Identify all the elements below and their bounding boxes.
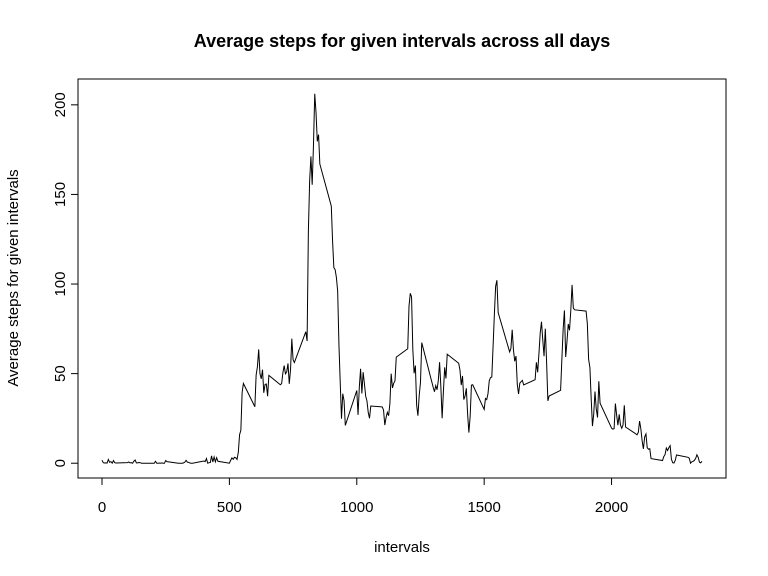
x-tick-label: 500 (217, 499, 242, 516)
x-tick-label: 1500 (467, 499, 500, 516)
y-tick-label: 100 (52, 272, 69, 297)
y-tick-label: 50 (52, 365, 69, 382)
plot-box (77, 78, 727, 479)
y-axis-label: Average steps for given intervals (5, 169, 22, 386)
line (101, 93, 703, 465)
y-tick-label: 150 (52, 182, 69, 207)
y-tick-label: 0 (52, 459, 69, 467)
chart-title: Average steps for given intervals across… (194, 31, 611, 51)
x-axis-label: intervals (374, 539, 430, 556)
y-tick-label: 200 (52, 92, 69, 117)
x-tick-label: 2000 (595, 499, 628, 516)
x-tick-label: 0 (98, 499, 106, 516)
x-tick-label: 1000 (340, 499, 373, 516)
